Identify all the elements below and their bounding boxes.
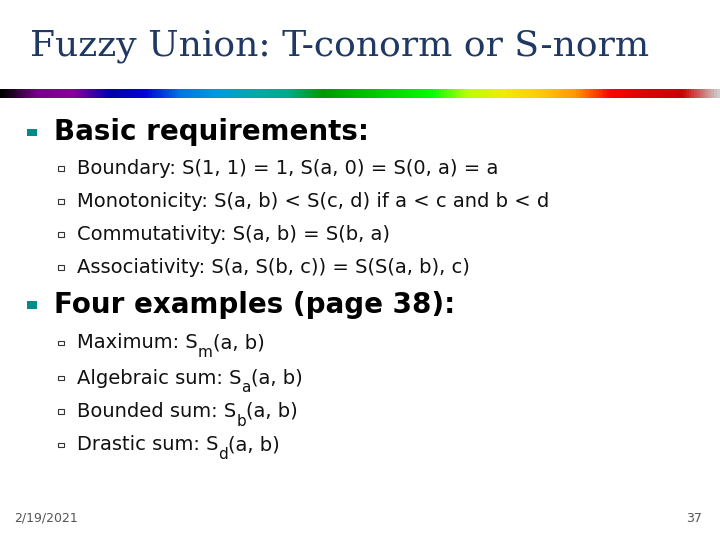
Text: Bounded sum: S: Bounded sum: S bbox=[77, 402, 236, 421]
Text: Basic requirements:: Basic requirements: bbox=[54, 118, 369, 146]
Text: (a, b): (a, b) bbox=[251, 368, 302, 388]
Text: d: d bbox=[219, 447, 228, 462]
Text: Monotonicity: S(a, b) < S(c, d) if a < c and b < d: Monotonicity: S(a, b) < S(c, d) if a < c… bbox=[77, 192, 549, 211]
Text: Drastic sum: S: Drastic sum: S bbox=[77, 435, 219, 455]
Text: Maximum: S: Maximum: S bbox=[77, 333, 198, 353]
Text: Four examples (page 38):: Four examples (page 38): bbox=[54, 291, 455, 319]
Bar bbox=[27, 301, 37, 309]
Bar bbox=[58, 341, 64, 345]
Text: 2/19/2021: 2/19/2021 bbox=[14, 512, 78, 525]
Text: (a, b): (a, b) bbox=[212, 333, 264, 353]
Bar bbox=[58, 265, 64, 269]
Bar bbox=[58, 199, 64, 204]
Text: Associativity: S(a, S(b, c)) = S(S(a, b), c): Associativity: S(a, S(b, c)) = S(S(a, b)… bbox=[77, 258, 470, 277]
Text: Algebraic sum: S: Algebraic sum: S bbox=[77, 368, 241, 388]
Bar bbox=[58, 409, 64, 414]
Bar bbox=[27, 129, 37, 136]
Text: Commutativity: S(a, b) = S(b, a): Commutativity: S(a, b) = S(b, a) bbox=[77, 225, 390, 244]
Bar bbox=[58, 376, 64, 380]
Bar bbox=[58, 166, 64, 171]
Text: Fuzzy Union: T-conorm or S-norm: Fuzzy Union: T-conorm or S-norm bbox=[30, 29, 649, 63]
Text: (a, b): (a, b) bbox=[246, 402, 298, 421]
Text: b: b bbox=[236, 414, 246, 429]
Bar bbox=[58, 443, 64, 447]
Text: (a, b): (a, b) bbox=[228, 435, 280, 455]
Text: a: a bbox=[241, 380, 251, 395]
Text: 37: 37 bbox=[686, 512, 702, 525]
Bar bbox=[58, 232, 64, 237]
Text: Boundary: S(1, 1) = 1, S(a, 0) = S(0, a) = a: Boundary: S(1, 1) = 1, S(a, 0) = S(0, a)… bbox=[77, 159, 498, 178]
Text: m: m bbox=[198, 345, 212, 360]
